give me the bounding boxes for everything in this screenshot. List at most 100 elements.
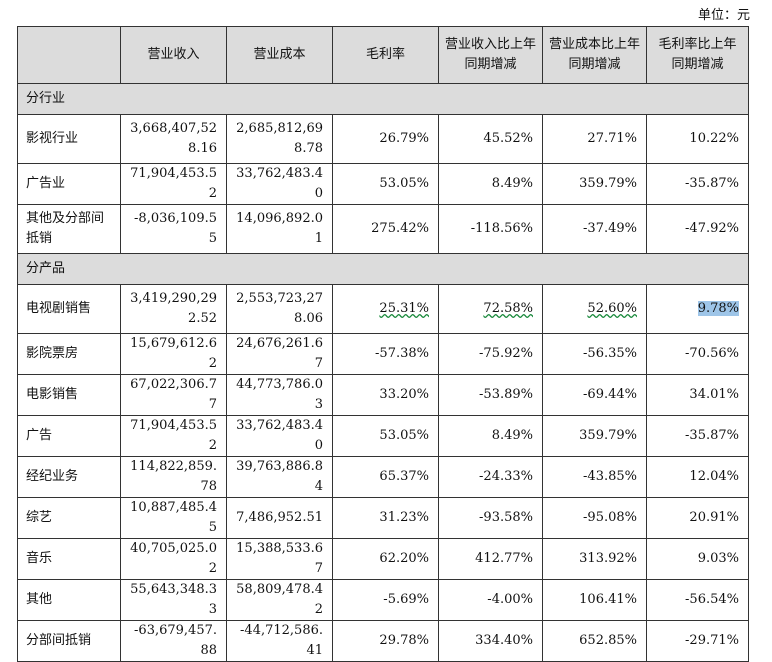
cell-text: 65.37% — [379, 469, 429, 484]
cell-label: 广告业 — [17, 163, 121, 205]
cell-rev-chg: -53.89% — [438, 374, 543, 416]
table-row: 经纪业务 114,822,859.78 39,763,886.84 65.37% -24… — [17, 456, 749, 498]
financial-table: 营业收入 营业成本 毛利率 营业收入比上年同期增减 营业成本比上年同期增减 毛利… — [17, 26, 749, 662]
table-row: 影院票房 15,679,612.62 24,676,261.67 -57.38% -75… — [17, 333, 749, 375]
cell-margin: -57.38% — [332, 333, 439, 375]
cell-text: 3,668,407,528.16 — [130, 121, 217, 156]
cell-revenue: 55,643,348.33 — [120, 579, 227, 621]
cell-text: 9.03% — [697, 551, 739, 566]
cell-text: -5.69% — [383, 592, 429, 607]
header-revenue: 营业收入 — [120, 26, 227, 84]
cell-cost: 33,762,483.40 — [226, 163, 333, 205]
cell-cost: 39,763,886.84 — [226, 456, 333, 498]
cell-label: 电视剧销售 — [17, 284, 121, 334]
cell-margin-chg: -56.54% — [646, 579, 749, 621]
cell-label: 经纪业务 — [17, 456, 121, 498]
cell-text: 广告 — [26, 428, 53, 443]
cell-revenue: 3,419,290,292.52 — [120, 284, 227, 334]
cell-rev-chg: 8.49% — [438, 415, 543, 457]
table-row: 分部间抵销 -63,679,457.88 -44,712,586.41 29.78% 3… — [17, 620, 749, 662]
cell-cost-chg: 359.79% — [542, 415, 647, 457]
cell-revenue: 15,679,612.62 — [120, 333, 227, 375]
cell-rev-chg: 8.49% — [438, 163, 543, 205]
cell-text: -70.56% — [685, 346, 739, 361]
cell-text: 25.31% — [379, 301, 429, 316]
table-body: 分行业 影视行业 3,668,407,528.16 2,685,812,698.78 2… — [17, 83, 749, 662]
table-row: 影视行业 3,668,407,528.16 2,685,812,698.78 26.7… — [17, 114, 749, 164]
cell-text: 26.79% — [379, 131, 429, 146]
cell-text: -47.92% — [685, 221, 739, 236]
cell-text: 2,685,812,698.78 — [236, 121, 323, 156]
table-row: 其他及分部间抵销 -8,036,109.55 14,096,892.01 275.42… — [17, 204, 749, 254]
cell-margin: 33.20% — [332, 374, 439, 416]
cell-text: 52.60% — [587, 301, 637, 316]
cell-text: 14,096,892.01 — [236, 211, 323, 246]
cell-text: 44,773,786.03 — [236, 377, 323, 412]
table-row: 广告 71,904,453.52 33,762,483.40 53.05% 8.49% 3… — [17, 415, 749, 457]
cell-label: 综艺 — [17, 497, 121, 539]
cell-margin-chg: 10.22% — [646, 114, 749, 164]
cell-cost-chg: 652.85% — [542, 620, 647, 662]
cell-text: 34.01% — [689, 387, 739, 402]
cell-cost: -44,712,586.41 — [226, 620, 333, 662]
header-cost: 营业成本 — [226, 26, 333, 84]
cell-revenue: 114,822,859.78 — [120, 456, 227, 498]
cell-text: 27.71% — [587, 131, 637, 146]
cell-margin: -5.69% — [332, 579, 439, 621]
cell-cost-chg: 52.60% — [542, 284, 647, 334]
cell-label: 电影销售 — [17, 374, 121, 416]
cell-rev-chg: -4.00% — [438, 579, 543, 621]
cell-text: 53.05% — [379, 428, 429, 443]
cell-text: 45.52% — [483, 131, 533, 146]
cell-text: 412.77% — [475, 551, 533, 566]
cell-revenue: 67,022,306.77 — [120, 374, 227, 416]
cell-text: 其他及分部间抵销 — [26, 211, 105, 246]
unit-label: 单位：元 — [697, 8, 750, 23]
cell-revenue: -8,036,109.55 — [120, 204, 227, 254]
cell-rev-chg: 334.40% — [438, 620, 543, 662]
cell-text: 275.42% — [371, 221, 429, 236]
cell-text: 广告业 — [26, 176, 66, 191]
cell-text: 33.20% — [379, 387, 429, 402]
cell-text: -75.92% — [479, 346, 533, 361]
cell-revenue: -63,679,457.88 — [120, 620, 227, 662]
cell-revenue: 3,668,407,528.16 — [120, 114, 227, 164]
cell-text: 15,679,612.62 — [130, 336, 217, 371]
cell-text: 114,822,859.78 — [130, 459, 217, 494]
cell-margin-chg: 20.91% — [646, 497, 749, 539]
cell-text: 经纪业务 — [26, 469, 79, 484]
cell-text: 67,022,306.77 — [130, 377, 217, 412]
table-row: 其他 55,643,348.33 58,809,478.42 -5.69% -4.00%… — [17, 579, 749, 621]
cell-text: -56.54% — [685, 592, 739, 607]
cell-label: 音乐 — [17, 538, 121, 580]
cell-cost: 14,096,892.01 — [226, 204, 333, 254]
cell-text: -57.38% — [375, 346, 429, 361]
cell-text: -44,712,586.41 — [240, 623, 323, 658]
cell-text: 359.79% — [579, 176, 637, 191]
cell-text: -43.85% — [583, 469, 637, 484]
cell-text: 12.04% — [689, 469, 739, 484]
section-row: 分产品 — [17, 253, 749, 285]
cell-margin: 275.42% — [332, 204, 439, 254]
cell-text: 334.40% — [475, 633, 533, 648]
cell-text: -95.08% — [583, 510, 637, 525]
cell-margin: 25.31% — [332, 284, 439, 334]
cell-rev-chg: -93.58% — [438, 497, 543, 539]
cell-cost-chg: -37.49% — [542, 204, 647, 254]
cell-margin: 65.37% — [332, 456, 439, 498]
cell-margin-chg: -47.92% — [646, 204, 749, 254]
cell-text: 55,643,348.33 — [130, 582, 217, 617]
cell-cost-chg: 313.92% — [542, 538, 647, 580]
cell-text: -8,036,109.55 — [134, 211, 217, 246]
cell-rev-chg: -75.92% — [438, 333, 543, 375]
cell-text: -63,679,457.88 — [134, 623, 217, 658]
cell-text: 62.20% — [379, 551, 429, 566]
cell-text: 58,809,478.42 — [236, 582, 323, 617]
cell-text: 652.85% — [579, 633, 637, 648]
header-margin-change: 毛利率比上年同期增减 — [646, 26, 749, 84]
cell-text: -53.89% — [479, 387, 533, 402]
cell-label: 其他 — [17, 579, 121, 621]
cell-text: 33,762,483.40 — [236, 166, 323, 201]
cell-text: 39,763,886.84 — [236, 459, 323, 494]
cell-text: 音乐 — [26, 551, 53, 566]
